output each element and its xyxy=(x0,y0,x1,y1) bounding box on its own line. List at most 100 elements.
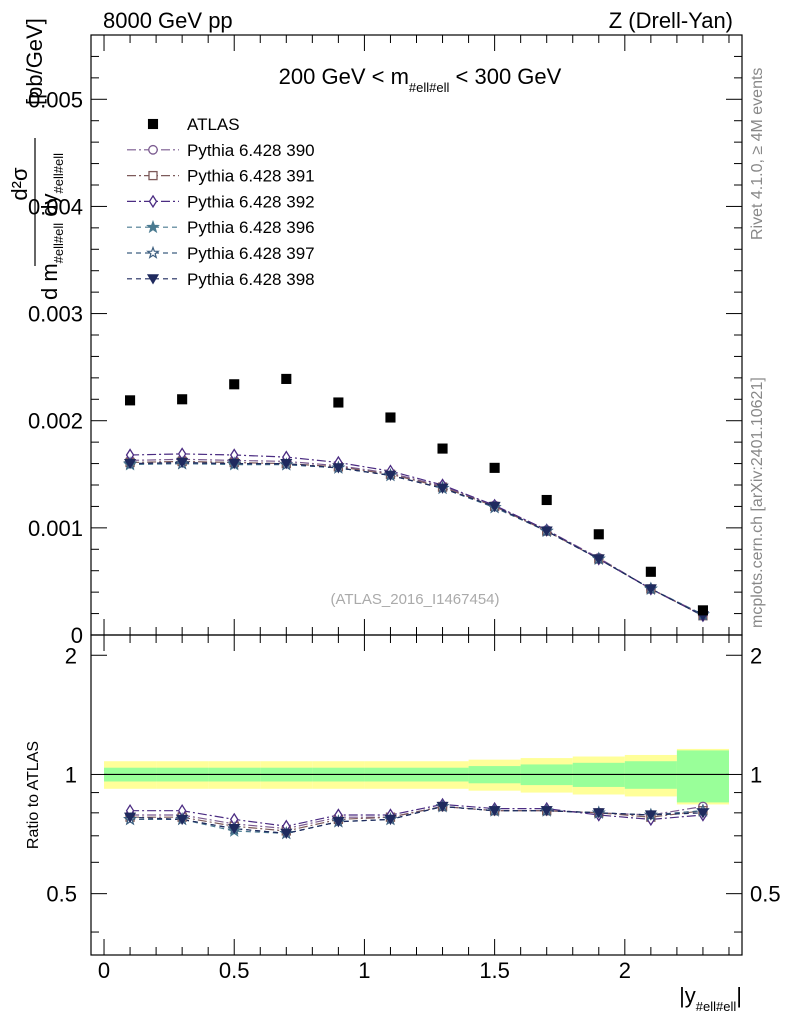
atlas-data-point xyxy=(489,462,500,473)
legend-label-4: Pythia 6.428 397 xyxy=(187,244,315,263)
plot-title: 200 GeV < m#ell#ell < 300 GeV xyxy=(279,64,562,95)
ratio-point-5 xyxy=(176,814,189,826)
atlas-data-point xyxy=(281,373,292,384)
header-left: 8000 GeV pp xyxy=(103,8,233,33)
main-series-markers xyxy=(123,447,710,623)
series-point-5 xyxy=(644,584,657,595)
legend-marker-5 xyxy=(146,274,160,285)
atlas-data-point xyxy=(645,566,656,577)
atlas-data-point xyxy=(125,395,136,406)
series-point-5 xyxy=(176,457,189,469)
series-line-0 xyxy=(130,458,704,616)
analysis-watermark: (ATLAS_2016_I1467454) xyxy=(330,591,499,608)
plot-title-post: < 300 GeV xyxy=(449,64,561,89)
ratio-y-axis-label: Ratio to ATLAS xyxy=(25,741,42,849)
ratio-point-5 xyxy=(488,806,501,817)
ratio-series-markers xyxy=(123,797,710,840)
ratio-point-5 xyxy=(592,808,605,819)
ratio-point-5 xyxy=(228,823,241,835)
header-right: Z (Drell-Yan) xyxy=(609,8,733,33)
ratio-band-green xyxy=(676,750,729,803)
y-label-numerator: d²σ xyxy=(7,167,32,201)
ratio-point-5 xyxy=(696,808,709,819)
ratio-point-5 xyxy=(332,817,345,828)
y-tick-label: 0.004 xyxy=(28,194,83,219)
legend-marker-0 xyxy=(148,144,158,155)
ratio-uncertainty-bands xyxy=(104,748,729,805)
x-label-sub: #ell#ell xyxy=(696,999,737,1014)
x-tick-label: 1.5 xyxy=(479,958,510,983)
legend-label-5: Pythia 6.428 398 xyxy=(187,270,315,289)
atlas-data-point xyxy=(177,394,188,405)
ratio-point-5 xyxy=(280,828,293,840)
y-label-denominator: d m#ell#ell dy#ell#ell xyxy=(37,153,66,300)
atlas-data-point xyxy=(229,379,240,390)
ratio-tick-label-left: 2 xyxy=(65,643,77,668)
plot-title-pre: 200 GeV < m xyxy=(279,64,409,89)
x-label-pre: |y xyxy=(679,983,696,1008)
y-label-den-pre: d m xyxy=(37,263,62,300)
atlas-data-markers xyxy=(125,373,708,616)
mcplots-label: mcplots.cern.ch [arXiv:2401.10621] xyxy=(749,377,766,628)
y-axis-label: d²σ d m#ell#ell dy#ell#ell [pb/GeV] xyxy=(7,18,66,300)
atlas-data-point xyxy=(593,529,604,540)
legend-label-3: Pythia 6.428 396 xyxy=(187,218,315,237)
x-tick-label: 2 xyxy=(619,958,631,983)
y-tick-label: 0 xyxy=(71,623,83,648)
series-point-5 xyxy=(488,501,501,513)
legend-label-1: Pythia 6.428 391 xyxy=(187,167,315,186)
atlas-data-point xyxy=(697,605,708,616)
legend-label-2: Pythia 6.428 392 xyxy=(187,192,315,211)
legend-label-0: Pythia 6.428 390 xyxy=(187,141,315,160)
series-point-5 xyxy=(280,458,293,470)
y-tick-label: 0.002 xyxy=(28,409,83,434)
x-tick-label: 0.5 xyxy=(219,958,250,983)
y-tick-label: 0.005 xyxy=(28,87,83,112)
ratio-tick-label-right: 2 xyxy=(750,643,762,668)
legend: ATLAS Pythia 6.428 390 Pythia 6.428 391 Pyt… xyxy=(127,115,315,289)
legend-label-atlas: ATLAS xyxy=(187,115,240,134)
rivet-version-label: Rivet 4.1.0, ≥ 4M events xyxy=(749,68,766,240)
series-point-5 xyxy=(124,458,137,470)
y-tick-label: 0.001 xyxy=(28,516,83,541)
axis-ticks xyxy=(91,34,742,955)
legend-marker-1 xyxy=(148,170,158,181)
ratio-line-4 xyxy=(130,805,703,835)
plot-title-sub: #ell#ell xyxy=(409,80,450,95)
ratio-tick-label-left: 0.5 xyxy=(46,882,77,907)
series-line-5 xyxy=(130,461,704,617)
atlas-data-point xyxy=(541,494,552,506)
legend-marker-4 xyxy=(146,245,160,259)
series-point-5 xyxy=(332,463,345,474)
x-tick-label: 0 xyxy=(98,958,110,983)
atlas-data-point xyxy=(385,412,396,423)
main-series-lines xyxy=(130,453,704,617)
x-axis-label: |y#ell#ell| xyxy=(679,983,742,1014)
ratio-line-3 xyxy=(130,805,703,835)
atlas-data-point xyxy=(437,443,448,454)
ratio-tick-label-left: 1 xyxy=(65,762,77,787)
y-tick-label: 0.003 xyxy=(28,302,83,327)
ratio-point-5 xyxy=(384,814,397,826)
ratio-tick-label-right: 0.5 xyxy=(750,882,781,907)
legend-marker-3 xyxy=(146,219,160,234)
series-point-5 xyxy=(228,458,241,470)
atlas-data-point xyxy=(333,397,344,408)
ratio-tick-label-right: 1 xyxy=(750,762,762,787)
series-point-5 xyxy=(436,483,449,494)
y-label-den-sub2: #ell#ell xyxy=(51,153,66,194)
x-label-post: | xyxy=(736,983,742,1008)
series-point-5 xyxy=(384,470,397,482)
ratio-line-2 xyxy=(130,803,703,827)
x-tick-label: 1 xyxy=(358,958,370,983)
y-label-unit: [pb/GeV] xyxy=(22,18,47,105)
ratio-point-5 xyxy=(540,806,553,817)
series-point-5 xyxy=(540,526,553,537)
ratio-point-5 xyxy=(436,801,449,813)
ratio-line-5 xyxy=(130,805,703,835)
ratio-series-lines xyxy=(130,803,703,835)
series-point-5 xyxy=(592,554,605,565)
ratio-point-5 xyxy=(644,810,657,821)
